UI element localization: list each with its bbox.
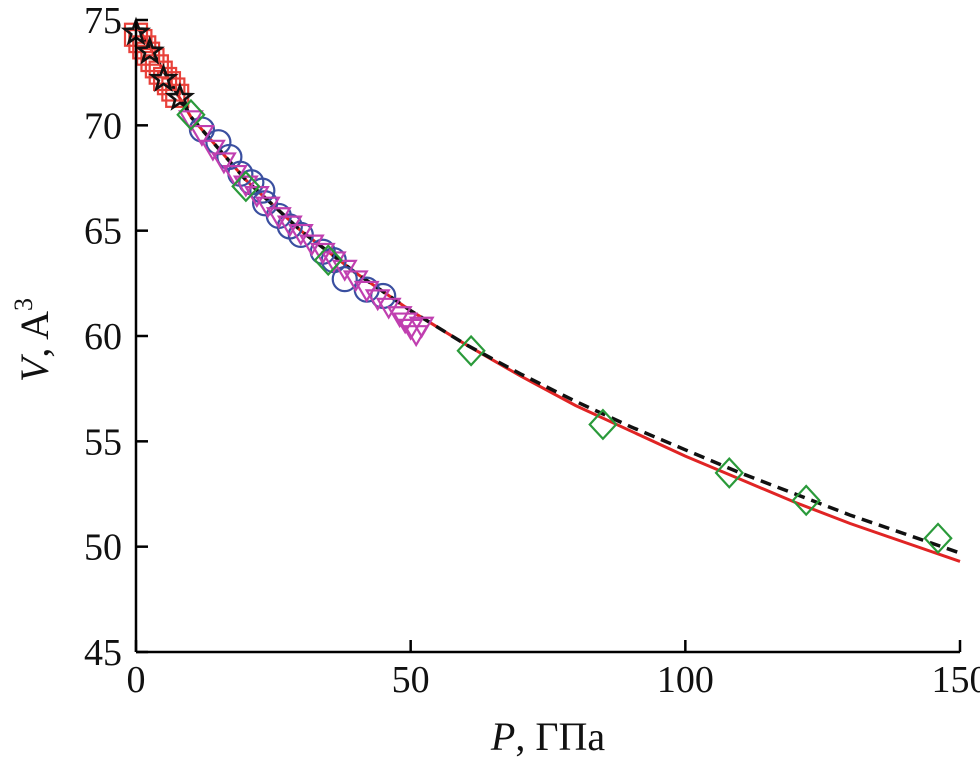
- y-tick-label: 60: [84, 316, 122, 358]
- y-tick-label: 75: [84, 0, 122, 42]
- y-tick-label: 70: [84, 105, 122, 147]
- marker-star: [164, 82, 196, 111]
- marker-triangle-down: [199, 139, 226, 162]
- y-axis-unit: , A: [12, 311, 57, 358]
- x-tick-label: 50: [392, 659, 430, 701]
- marker-triangle-down: [287, 223, 314, 246]
- marker-triangle-down: [331, 259, 358, 282]
- marker-circle: [249, 177, 276, 204]
- marker-diamond: [456, 334, 486, 367]
- x-axis-unit: , ГПа: [515, 714, 605, 759]
- axes: 45 50 55 60 65 70 75 0 50 100 150: [84, 0, 980, 701]
- x-tick-label: 100: [657, 659, 714, 701]
- x-tick-label: 0: [127, 659, 146, 701]
- marker-triangle-down: [243, 186, 270, 209]
- fit-lines: [134, 23, 961, 563]
- y-axis-variable: V: [12, 353, 57, 382]
- marker-diamond: [791, 484, 821, 517]
- data-markers: [120, 16, 953, 555]
- marker-diamond: [714, 457, 744, 489]
- marker-triangle-down: [392, 312, 419, 335]
- marker-diamond: [176, 98, 206, 131]
- marker-triangle-down: [178, 110, 204, 133]
- marker-triangle-down: [210, 152, 237, 175]
- marker-triangle-down: [386, 306, 413, 329]
- marker-diamond: [588, 408, 618, 441]
- marker-diamond: [231, 170, 261, 203]
- marker-triangle-down: [232, 175, 259, 198]
- x-tick-label: 150: [932, 659, 980, 701]
- y-tick-label: 45: [84, 632, 122, 674]
- marker-triangle-down: [342, 270, 369, 293]
- marker-circle: [331, 266, 358, 293]
- y-axis-label: V, A3: [9, 298, 57, 382]
- marker-square: [161, 77, 186, 102]
- fit-line-dashed: [134, 23, 961, 555]
- y-tick-label: 50: [84, 527, 122, 569]
- y-tick-label: 55: [84, 421, 122, 463]
- marker-diamond: [313, 244, 343, 277]
- y-axis-exponent: 3: [9, 298, 38, 311]
- marker-star: [148, 63, 179, 92]
- marker-triangle-down: [188, 124, 215, 147]
- marker-square: [140, 47, 165, 73]
- marker-triangle-down: [221, 164, 248, 187]
- y-tick-label: 65: [84, 211, 122, 253]
- x-axis-label: P, ГПа: [490, 714, 605, 759]
- fit-line-solid: [134, 23, 961, 563]
- marker-triangle-down: [408, 316, 435, 339]
- x-axis-variable: P: [490, 714, 515, 759]
- marker-triangle-down: [254, 196, 281, 219]
- marker-diamond: [923, 522, 953, 555]
- marker-star: [134, 35, 165, 65]
